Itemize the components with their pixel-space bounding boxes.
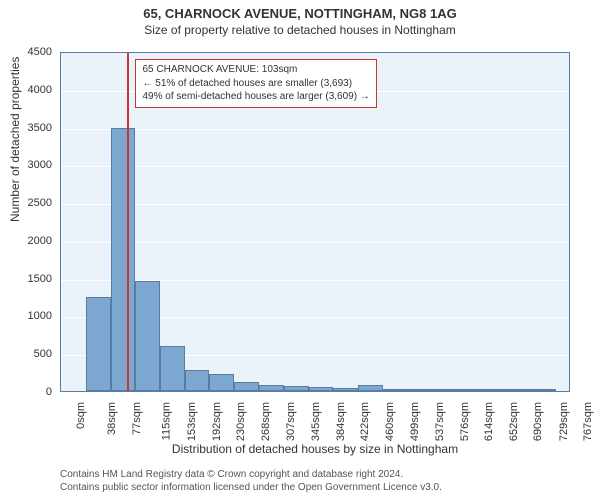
x-tick-label: 345sqm <box>310 402 322 441</box>
credit-line-2: Contains public sector information licen… <box>60 481 590 494</box>
histogram-bar <box>383 389 408 391</box>
histogram-bar <box>209 374 234 391</box>
histogram-bar <box>482 389 507 391</box>
y-tick-label: 2500 <box>28 197 52 209</box>
plot-background: 65 CHARNOCK AVENUE: 103sqm← 51% of detac… <box>60 52 570 392</box>
histogram-bar <box>259 385 284 391</box>
y-tick-label: 1500 <box>28 273 52 285</box>
credit-line-1: Contains HM Land Registry data © Crown c… <box>60 468 590 481</box>
y-tick-label: 3500 <box>28 122 52 134</box>
x-tick-label: 499sqm <box>409 402 421 441</box>
y-tick-label: 2000 <box>28 235 52 247</box>
x-tick-label: 537sqm <box>434 402 446 441</box>
reference-line <box>127 53 129 391</box>
chart-title: 65, CHARNOCK AVENUE, NOTTINGHAM, NG8 1AG <box>0 6 600 21</box>
histogram-bar <box>358 385 383 391</box>
x-tick-label: 576sqm <box>459 402 471 441</box>
histogram-bar <box>111 128 136 391</box>
x-tick-label: 230sqm <box>236 402 248 441</box>
y-tick-label: 500 <box>34 348 52 360</box>
gridline <box>61 129 569 130</box>
y-tick-label: 1000 <box>28 310 52 322</box>
annotation-line: 65 CHARNOCK AVENUE: 103sqm <box>142 63 369 77</box>
x-tick-label: 384sqm <box>335 402 347 441</box>
credit-text: Contains HM Land Registry data © Crown c… <box>60 468 590 494</box>
y-axis-ticks: 050010001500200025003000350040004500 <box>0 52 56 392</box>
x-tick-label: 614sqm <box>484 402 496 441</box>
y-tick-label: 4500 <box>28 46 52 58</box>
x-tick-label: 767sqm <box>582 402 594 441</box>
x-tick-label: 192sqm <box>211 402 223 441</box>
x-tick-label: 729sqm <box>558 402 570 441</box>
x-tick-label: 460sqm <box>384 402 396 441</box>
histogram-bar <box>333 388 358 391</box>
histogram-bar <box>433 389 458 391</box>
histogram-bar <box>309 387 334 391</box>
histogram-bar <box>457 389 482 391</box>
histogram-bar <box>234 382 259 391</box>
x-tick-label: 652sqm <box>508 402 520 441</box>
x-tick-label: 38sqm <box>106 402 118 435</box>
x-tick-label: 268sqm <box>260 402 272 441</box>
annotation-box: 65 CHARNOCK AVENUE: 103sqm← 51% of detac… <box>135 59 376 108</box>
x-axis-ticks: 0sqm 38sqm 77sqm 115sqm 153sqm 192sqm 230sqm 26… <box>60 392 570 442</box>
chart-container: 65, CHARNOCK AVENUE, NOTTINGHAM, NG8 1AG… <box>0 6 600 500</box>
histogram-bar <box>160 346 185 391</box>
histogram-bar <box>506 389 531 391</box>
histogram-bar <box>135 281 160 391</box>
x-tick-label: 77sqm <box>131 402 143 435</box>
y-tick-label: 0 <box>46 386 52 398</box>
annotation-line: ← 51% of detached houses are smaller (3,… <box>142 77 369 91</box>
x-tick-label: 690sqm <box>533 402 545 441</box>
histogram-bar <box>185 370 210 391</box>
x-tick-label: 0sqm <box>75 402 87 429</box>
x-tick-label: 153sqm <box>186 402 198 441</box>
plot-area: 65 CHARNOCK AVENUE: 103sqm← 51% of detac… <box>60 52 570 392</box>
y-tick-label: 4000 <box>28 84 52 96</box>
histogram-bar <box>532 389 557 391</box>
x-tick-label: 307sqm <box>285 402 297 441</box>
gridline <box>61 242 569 243</box>
histogram-bar <box>284 386 309 391</box>
chart-subtitle: Size of property relative to detached ho… <box>0 23 600 37</box>
gridline <box>61 204 569 205</box>
x-axis-label: Distribution of detached houses by size … <box>60 442 570 456</box>
annotation-line: 49% of semi-detached houses are larger (… <box>142 90 369 104</box>
gridline <box>61 166 569 167</box>
x-tick-label: 422sqm <box>360 402 372 441</box>
y-tick-label: 3000 <box>28 159 52 171</box>
histogram-bar <box>86 297 111 391</box>
x-tick-label: 115sqm <box>161 402 173 440</box>
histogram-bar <box>408 389 433 391</box>
